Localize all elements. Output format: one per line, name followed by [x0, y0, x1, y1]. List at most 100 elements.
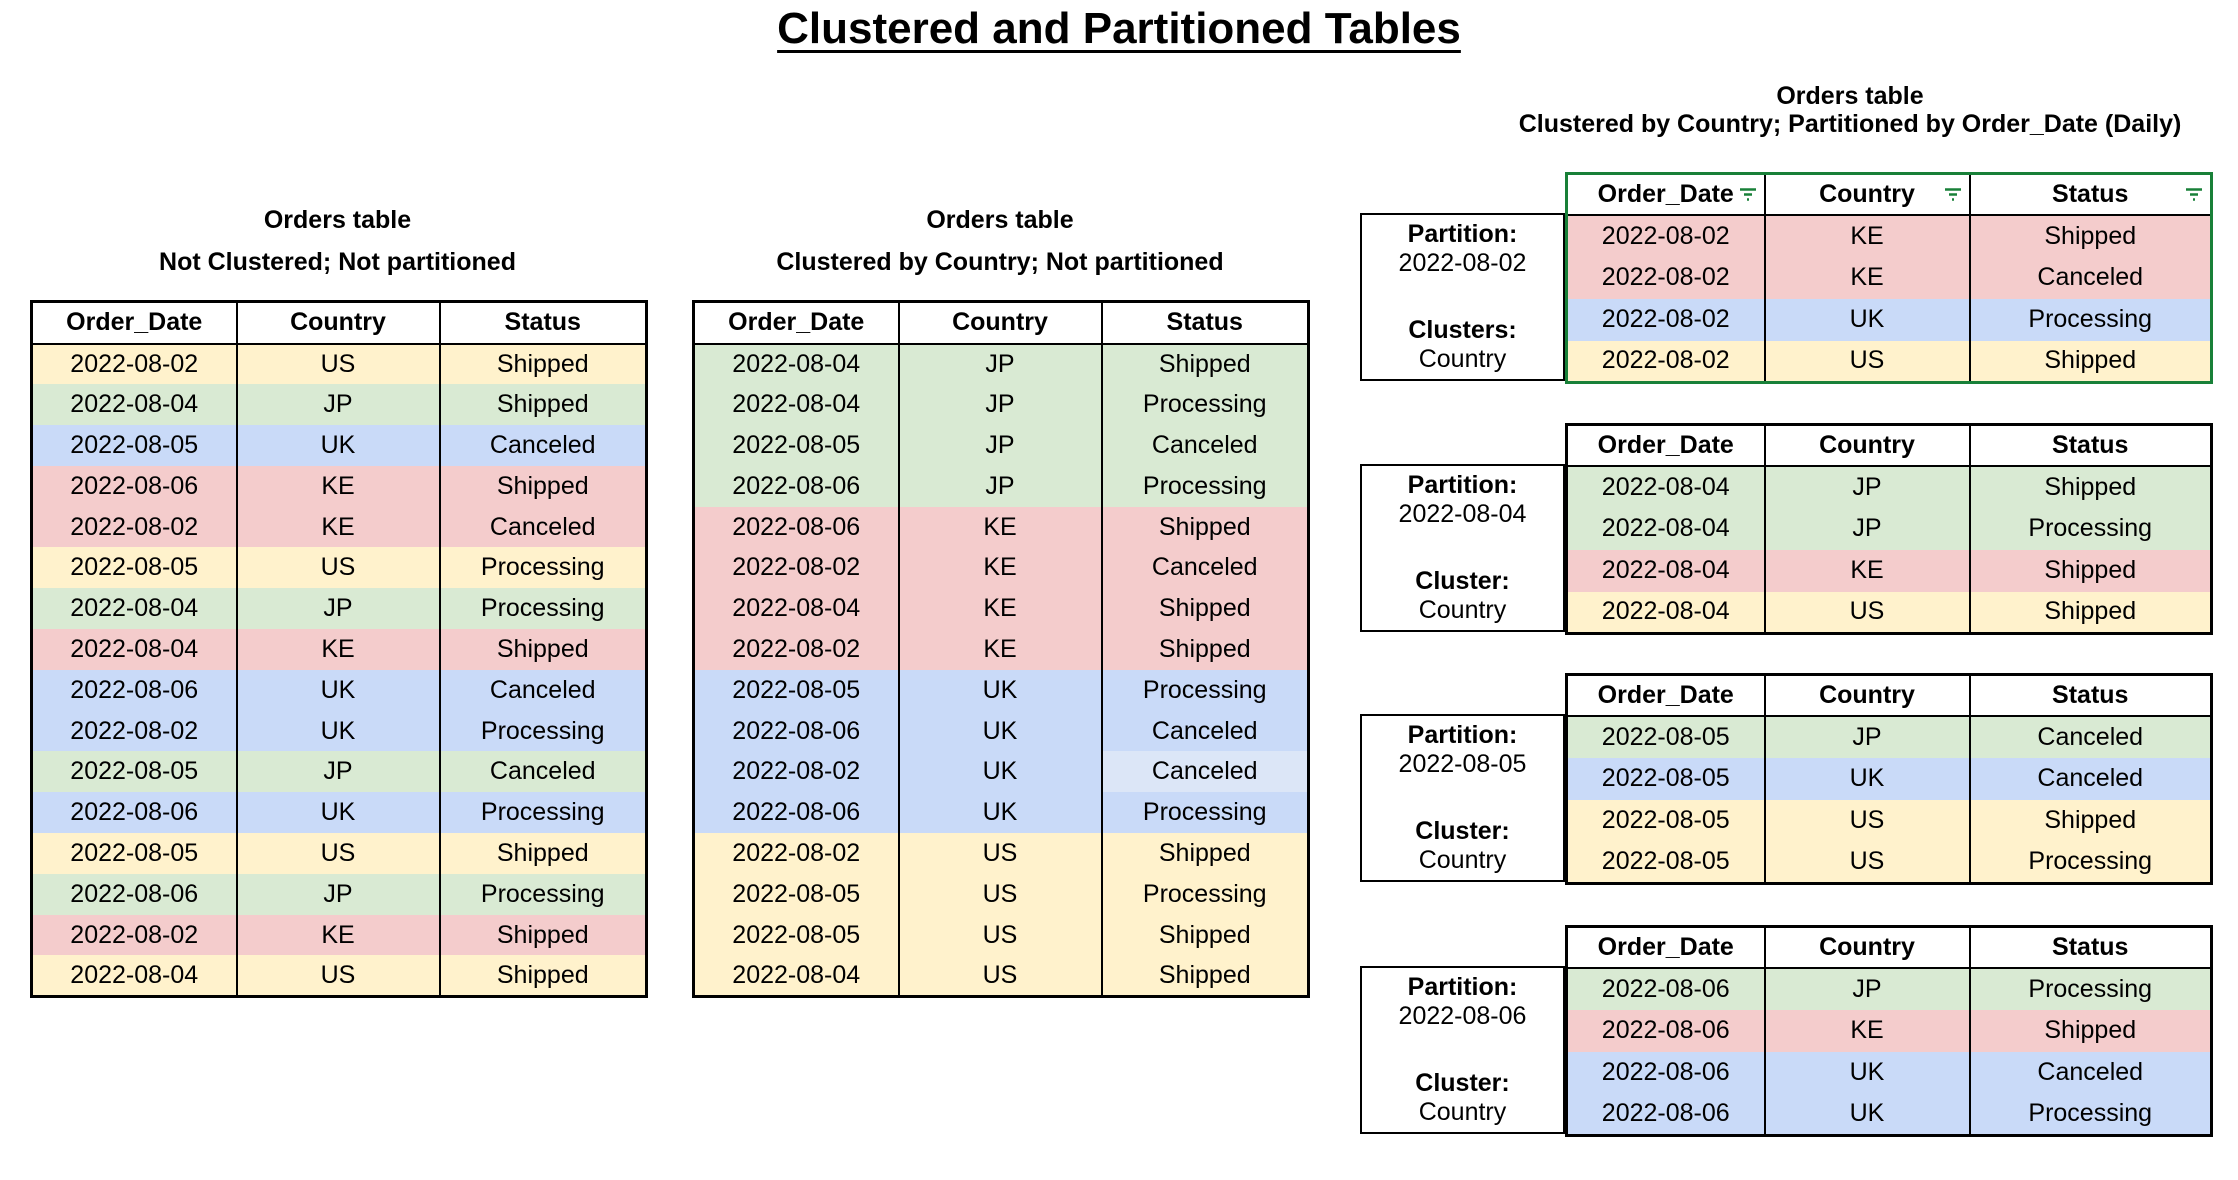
cell-order-date: 2022-08-04 [693, 588, 899, 630]
cell-order-date: 2022-08-05 [1566, 799, 1765, 842]
cell-status: Processing [1100, 465, 1309, 507]
partition-label-bottom: Cluster: Country [1364, 567, 1561, 625]
cell-status: Processing [1968, 967, 2212, 1010]
column-header-status: Status [1968, 424, 2212, 467]
cell-country: US [897, 955, 1102, 997]
column-header-country: Country [897, 301, 1102, 345]
cell-status: Canceled [1968, 256, 2212, 299]
column-header-order_date: Order_Date [31, 301, 237, 345]
cell-country: JP [897, 343, 1102, 385]
cell-country: UK [235, 792, 440, 834]
cluster-value: Country [1418, 596, 1507, 624]
cell-status: Shipped [1100, 833, 1309, 874]
table-row: 2022-08-05 JP Canceled [693, 425, 1309, 466]
column-header-country: Country [1763, 424, 1970, 467]
cell-order-date: 2022-08-04 [693, 384, 899, 426]
column-header-country: Country [1763, 926, 1970, 969]
data-table: Order_Date Country Status 2022-08-06 JP Proce… [1565, 925, 2213, 1137]
table-row: 2022-08-05 US Processing [31, 547, 647, 589]
cell-status: Shipped [1100, 506, 1309, 548]
cell-status: Processing [438, 588, 647, 630]
cell-order-date: 2022-08-05 [693, 425, 899, 466]
table-row: 2022-08-06 JP Processing [31, 873, 647, 915]
header-row: Order_Date Country Status [1566, 424, 2212, 467]
cell-country: KE [897, 629, 1102, 670]
header-row: Order_Date Country Status [1566, 926, 2212, 969]
table-row: 2022-08-04 JP Shipped [1566, 465, 2212, 508]
partition-word: Partition: [1407, 973, 1518, 1001]
cell-status: Canceled [1968, 715, 2212, 758]
table-row: 2022-08-05 JP Canceled [31, 751, 647, 793]
partition-date: 2022-08-04 [1398, 500, 1527, 528]
partition-label-top: Partition: 2022-08-04 [1364, 471, 1561, 529]
table-row: 2022-08-06 KE Shipped [693, 506, 1309, 548]
cell-country: US [1763, 841, 1970, 884]
cell-country: JP [235, 751, 440, 793]
cell-order-date: 2022-08-04 [693, 343, 899, 385]
cell-country: US [897, 873, 1102, 915]
table-row: 2022-08-04 US Shipped [31, 955, 647, 997]
cell-status: Canceled [438, 425, 647, 466]
cell-country: JP [235, 588, 440, 630]
cell-country: KE [235, 506, 440, 548]
table-row: 2022-08-04 JP Shipped [693, 343, 1309, 385]
cell-order-date: 2022-08-02 [693, 751, 899, 793]
cell-country: KE [897, 588, 1102, 630]
column-header-status: Status [1968, 926, 2212, 969]
cell-status: Processing [1968, 1093, 2212, 1136]
cell-order-date: 2022-08-06 [31, 873, 237, 915]
cell-status: Canceled [438, 669, 647, 711]
partition-label-2022-08-06: Partition: 2022-08-06 Cluster: Country [1360, 966, 1565, 1134]
cell-status: Shipped [1968, 799, 2212, 842]
cell-order-date: 2022-08-04 [31, 955, 237, 997]
cell-status: Processing [1100, 669, 1309, 711]
cell-status: Shipped [1100, 588, 1309, 630]
orders-table-not-clustered: Order_Date Country Status 2022-08-02 US Shipp… [30, 300, 648, 998]
cell-order-date: 2022-08-06 [693, 792, 899, 834]
cell-status: Shipped [438, 384, 647, 426]
table-row: 2022-08-04 JP Processing [693, 384, 1309, 426]
cell-status: Processing [1100, 384, 1309, 426]
cell-order-date: 2022-08-02 [693, 547, 899, 589]
cell-country: KE [1763, 214, 1970, 257]
table-row: 2022-08-02 UK Processing [31, 710, 647, 752]
partition-date: 2022-08-05 [1398, 750, 1527, 778]
cell-status: Shipped [1100, 914, 1309, 956]
table-row: 2022-08-06 UK Processing [1566, 1093, 2212, 1136]
cell-country: UK [235, 710, 440, 752]
cell-order-date: 2022-08-06 [1566, 1093, 1765, 1136]
cell-order-date: 2022-08-04 [31, 384, 237, 426]
orders-table-clustered: Order_Date Country Status 2022-08-04 JP Shipp… [692, 300, 1310, 998]
cell-order-date: 2022-08-05 [31, 547, 237, 589]
table-row: 2022-08-02 KE Shipped [1566, 214, 2212, 257]
table-row: 2022-08-06 UK Canceled [693, 710, 1309, 752]
cell-country: KE [1763, 1009, 1970, 1052]
cell-order-date: 2022-08-05 [31, 833, 237, 874]
cell-order-date: 2022-08-02 [31, 343, 237, 385]
left-table-subtitle: Not Clustered; Not partitioned [159, 248, 516, 276]
cell-status: Processing [1968, 298, 2212, 341]
column-header-status: Status [1968, 173, 2212, 216]
cell-country: US [235, 547, 440, 589]
header-row: Order_Date Country Status [693, 301, 1309, 345]
cell-country: JP [235, 873, 440, 915]
right-table-title: Orders table [1776, 82, 1924, 110]
column-header-status: Status [438, 301, 647, 345]
partition-word: Partition: [1407, 220, 1518, 248]
cell-order-date: 2022-08-04 [31, 629, 237, 670]
cluster-word: Cluster: [1415, 567, 1510, 595]
table-row: 2022-08-02 UK Canceled [693, 751, 1309, 793]
partition-table-2022-08-02: Order_Date Country Status 2022-08-02 KE Shipp… [1565, 172, 2213, 384]
cell-status: Processing [438, 710, 647, 752]
column-header-country: Country [235, 301, 440, 345]
cell-country: UK [1763, 298, 1970, 341]
cell-country: KE [1763, 256, 1970, 299]
cell-status: Canceled [1100, 425, 1309, 466]
table-row: 2022-08-04 US Shipped [1566, 591, 2212, 634]
cell-order-date: 2022-08-06 [31, 465, 237, 507]
cell-country: UK [235, 669, 440, 711]
cell-country: UK [897, 792, 1102, 834]
cell-order-date: 2022-08-04 [1566, 507, 1765, 550]
cell-status: Canceled [1968, 1051, 2212, 1094]
partition-label-2022-08-02: Partition: 2022-08-02 Clusters: Country [1360, 213, 1565, 381]
